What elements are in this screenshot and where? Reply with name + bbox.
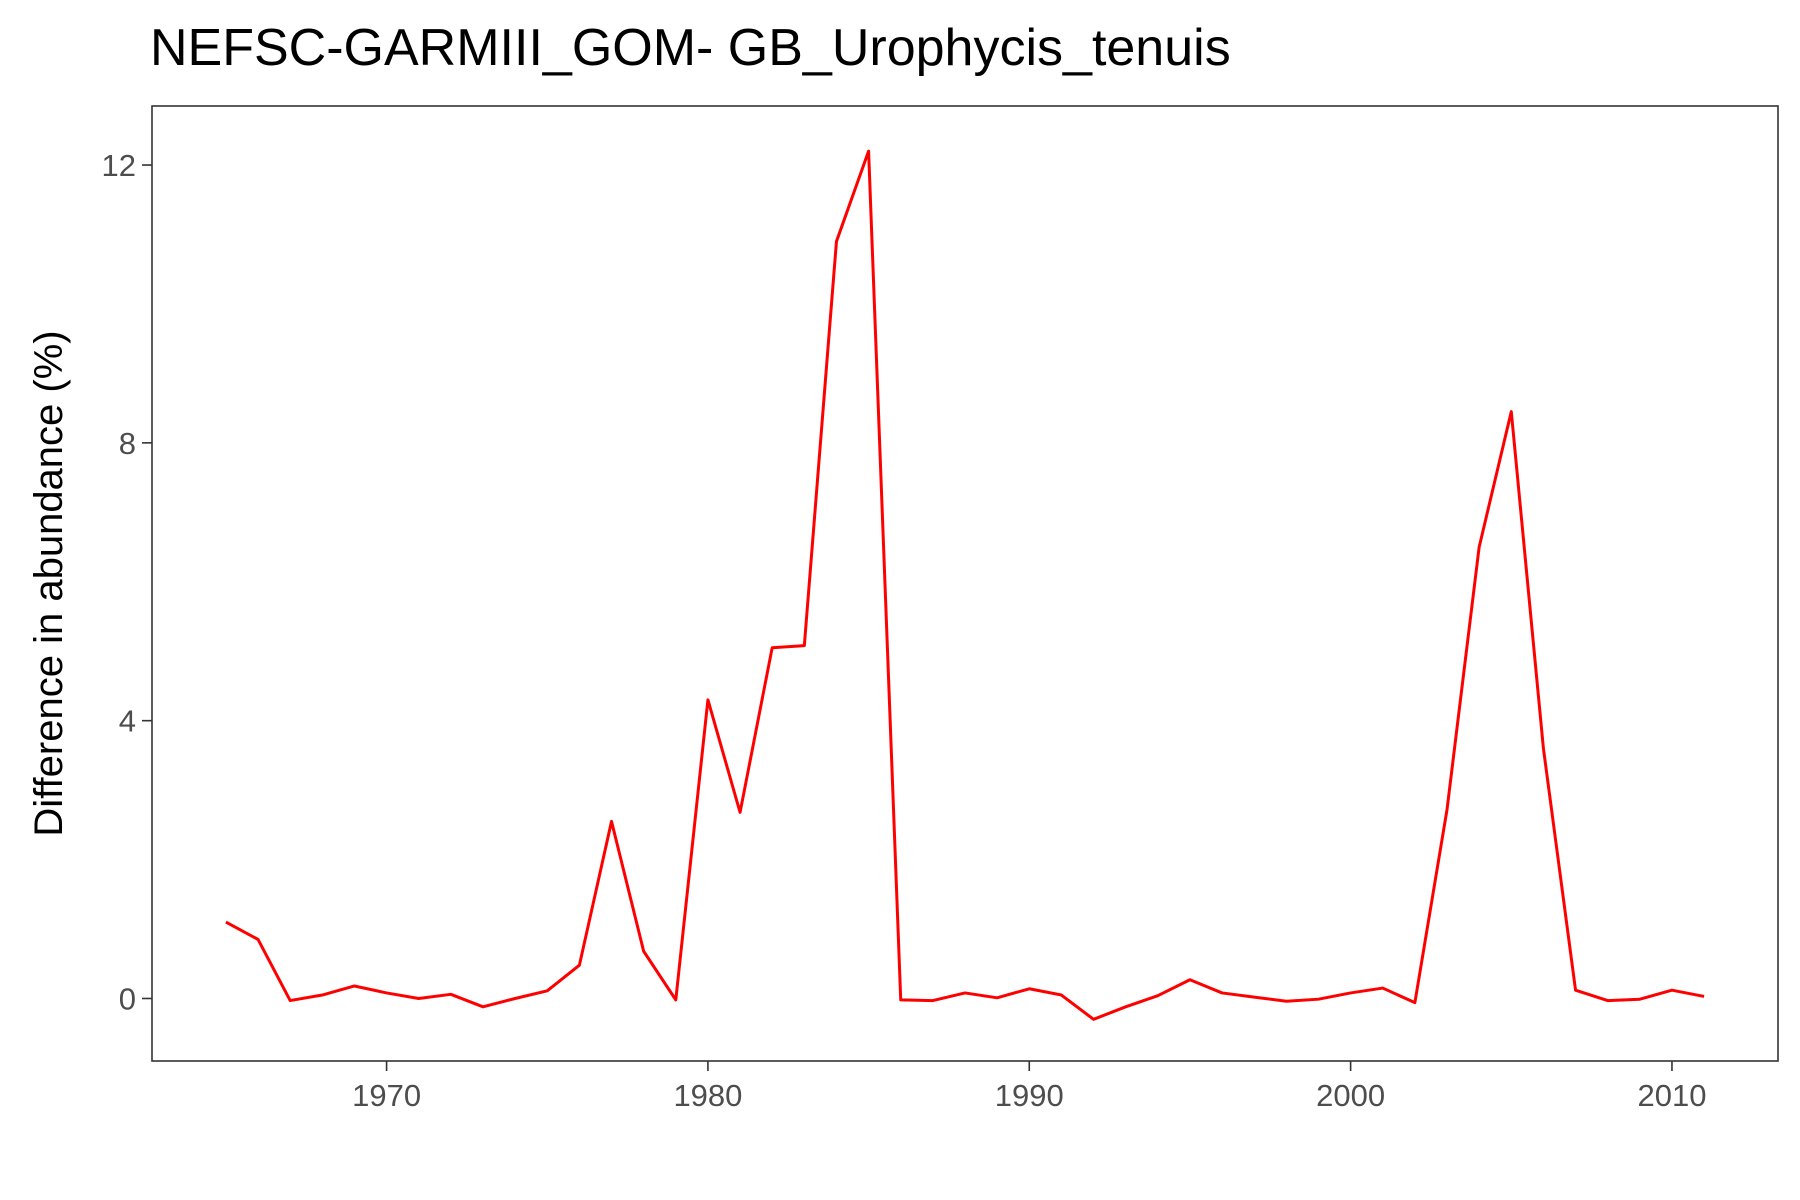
x-axis: 1970 1980 1990 2000 2010 bbox=[352, 1061, 1706, 1113]
x-tick-label: 2000 bbox=[1316, 1078, 1385, 1113]
y-axis-title: Difference in abundance (%) bbox=[27, 330, 71, 836]
x-tick-label: 1970 bbox=[352, 1078, 421, 1113]
x-tick-label: 1980 bbox=[673, 1078, 742, 1113]
y-tick-label: 0 bbox=[119, 981, 136, 1016]
y-tick-label: 8 bbox=[119, 426, 136, 461]
chart-title: NEFSC-GARMIII_GOM- GB_Urophycis_tenuis bbox=[150, 19, 1231, 77]
y-tick-label: 4 bbox=[119, 704, 136, 739]
y-tick-label: 12 bbox=[102, 148, 136, 183]
x-tick-label: 2010 bbox=[1637, 1078, 1706, 1113]
y-axis: 0 4 8 12 bbox=[102, 148, 152, 1016]
series-line-0 bbox=[225, 149, 1705, 1021]
x-tick-label: 1990 bbox=[995, 1078, 1064, 1113]
plot-panel bbox=[151, 105, 1779, 1062]
series-layer bbox=[225, 149, 1705, 1021]
